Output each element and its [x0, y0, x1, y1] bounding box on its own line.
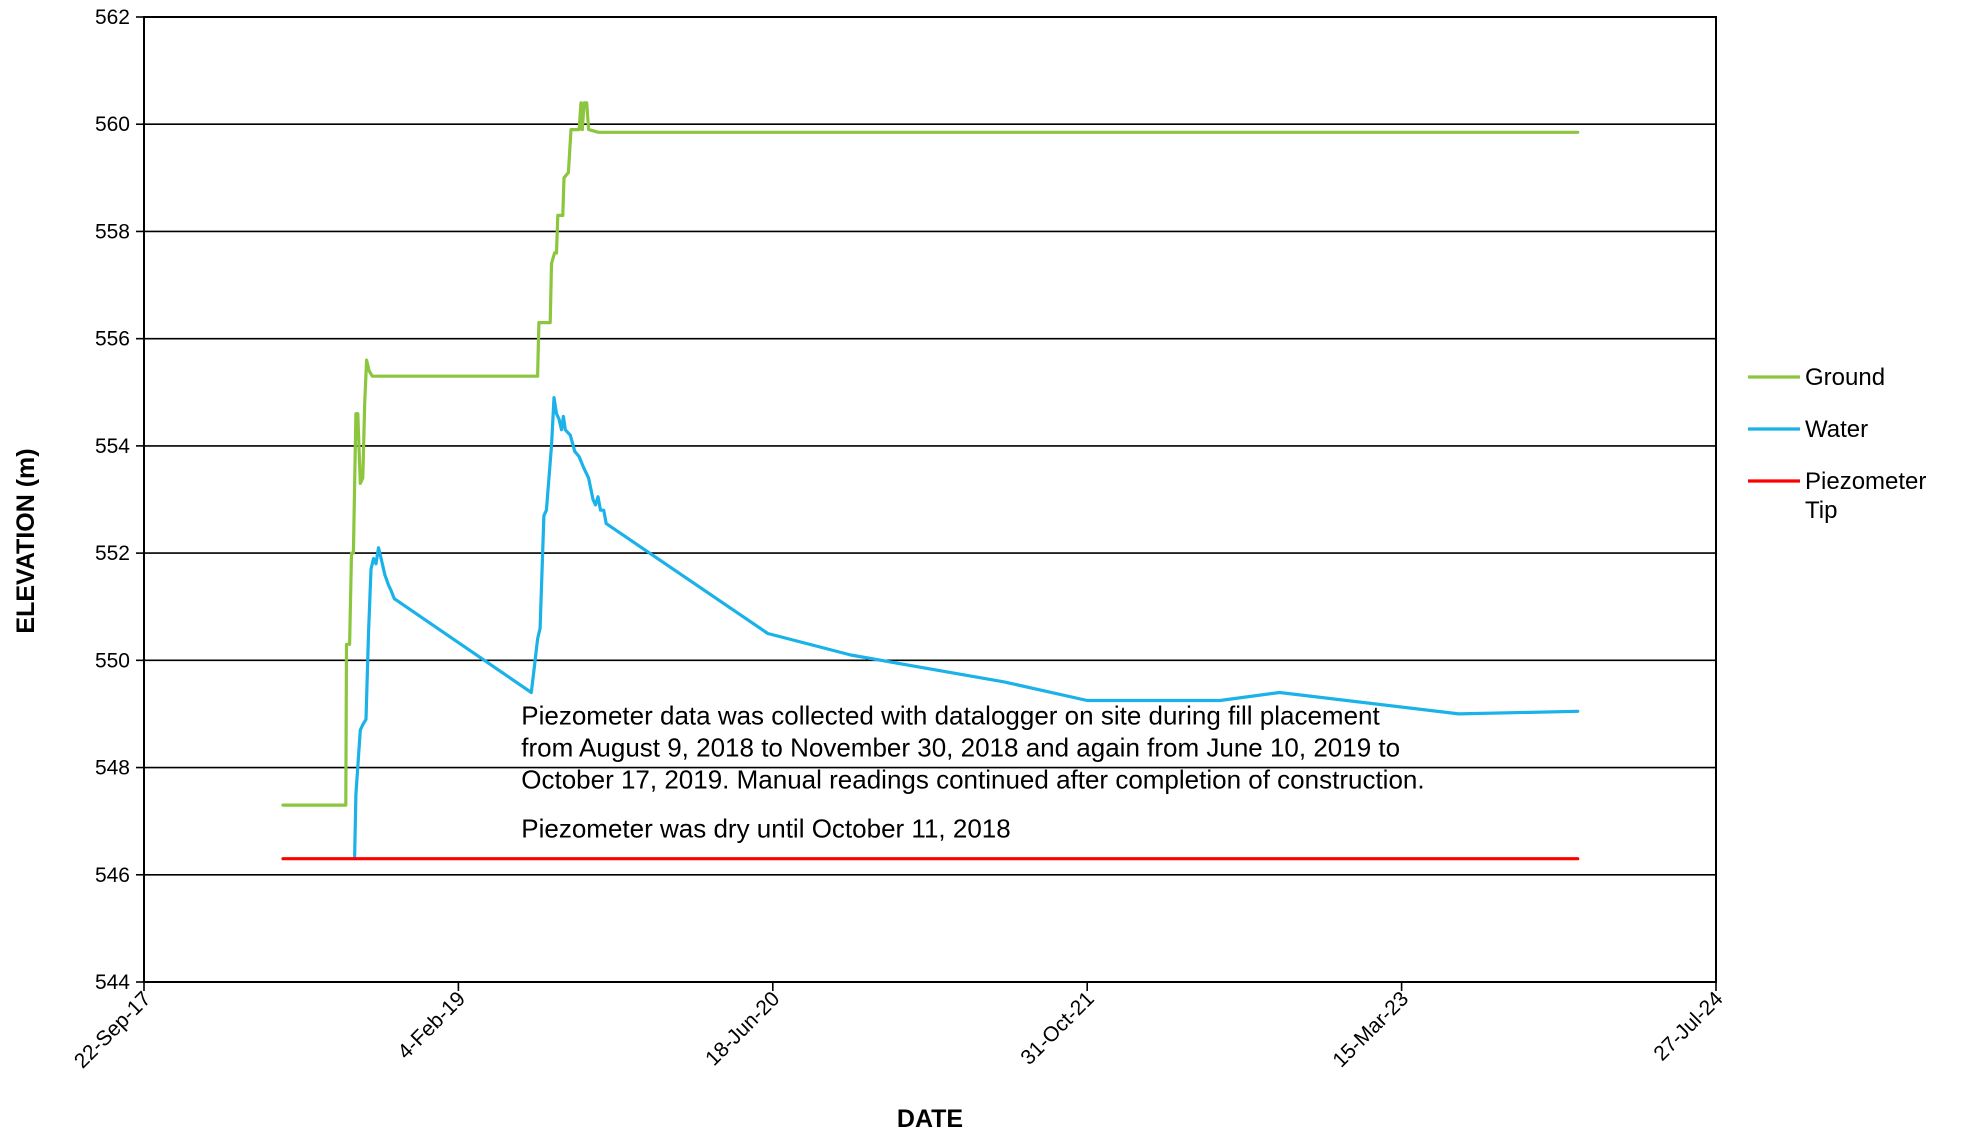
y-tick-label: 548: [95, 757, 130, 780]
series-line-water: [353, 396, 1580, 861]
plot-area-border: [143, 16, 1717, 983]
annotation-text: Piezometer was dry until October 11, 201…: [521, 813, 1010, 843]
x-tick-label: 15-Mar-23: [1328, 987, 1413, 1072]
y-tick-label: 550: [95, 649, 130, 672]
x-tick-label: 22-Sep-17: [70, 987, 156, 1073]
x-axis-title: DATE: [897, 1105, 963, 1133]
annotation-text: October 17, 2019. Manual readings contin…: [521, 765, 1424, 795]
y-axis: 544 546 548 550 552 554 556 558 560 562: [95, 6, 144, 994]
y-tick-label: 552: [95, 542, 130, 565]
series-line-ground: [281, 101, 1580, 807]
x-tick-label: 31-Oct-21: [1016, 987, 1098, 1069]
annotations: Piezometer data was collected with datal…: [521, 701, 1424, 844]
y-tick-label: 560: [95, 113, 130, 136]
y-tick-label: 562: [95, 6, 130, 29]
x-tick-label: 4-Feb-19: [393, 987, 470, 1064]
legend-label-water: Water: [1805, 416, 1868, 443]
series-layer: [281, 101, 1580, 861]
y-tick-label: 546: [95, 864, 130, 887]
legend: Ground Water Piezometer Tip: [1748, 364, 1926, 524]
x-axis: 22-Sep-17 4-Feb-19 18-Jun-20 31-Oct-21 15-Ma…: [70, 982, 1728, 1073]
y-tick-label: 554: [95, 435, 130, 458]
annotation-text: from August 9, 2018 to November 30, 2018…: [521, 733, 1400, 763]
y-tick-label: 544: [95, 971, 130, 994]
y-tick-label: 558: [95, 220, 130, 243]
legend-label-piezometer-tip: Piezometer Tip: [1805, 468, 1926, 524]
x-tick-label: 18-Jun-20: [701, 987, 784, 1070]
y-tick-label: 556: [95, 328, 130, 351]
annotation-text: Piezometer data was collected with datal…: [521, 701, 1380, 731]
legend-label-ground: Ground: [1805, 364, 1885, 391]
x-tick-label: 27-Jul-24: [1649, 987, 1727, 1065]
y-axis-title: ELEVATION (m): [12, 448, 40, 633]
